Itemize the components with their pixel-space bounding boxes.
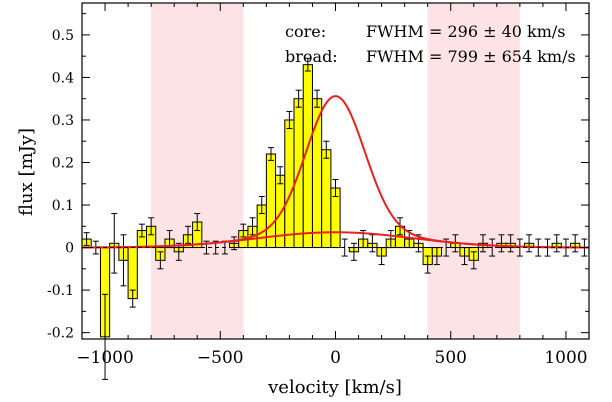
x-axis-label: velocity [km/s]: [267, 377, 402, 398]
y-tick-label: 0.2: [52, 155, 74, 171]
y-axis-label: flux [mJy]: [16, 128, 37, 216]
x-tick-label: 1000: [544, 348, 587, 368]
shaded-regions: [151, 3, 520, 339]
x-tick-label: 500: [435, 348, 467, 368]
axes: [81, 2, 590, 340]
y-tick-label: 0.3: [52, 113, 74, 129]
y-tick-label: 0.1: [52, 198, 74, 214]
total-fit: [81, 95, 590, 249]
shaded-region-1: [427, 3, 520, 339]
x-tick-label: −1000: [76, 348, 134, 368]
fit-curves: [81, 95, 590, 249]
y-tick-label: 0: [65, 241, 74, 257]
y-tick-label: 0.5: [52, 28, 74, 44]
annotation-broad-value: FWHM = 799 ± 654 km/s: [366, 47, 576, 66]
x-tick-label: −500: [197, 348, 244, 368]
x-tick-label: 0: [330, 348, 341, 368]
annotation-core-label: core:: [285, 22, 326, 41]
tick-labels: −1000 −500 0 500 1000 -0.2 -0.1 0 0.1 0.2 0.3 0.4 0.…: [47, 28, 588, 368]
annotation-broad-label: broad:: [285, 47, 338, 66]
y-tick-label: -0.1: [47, 283, 74, 299]
flux-bar: [284, 119, 295, 249]
y-tick-label: -0.2: [47, 326, 74, 342]
shaded-region-0: [151, 3, 244, 339]
y-tick-label: 0.4: [52, 70, 74, 86]
annotation-core-value: FWHM = 296 ± 40 km/s: [366, 22, 566, 41]
flux-bar: [265, 153, 277, 249]
